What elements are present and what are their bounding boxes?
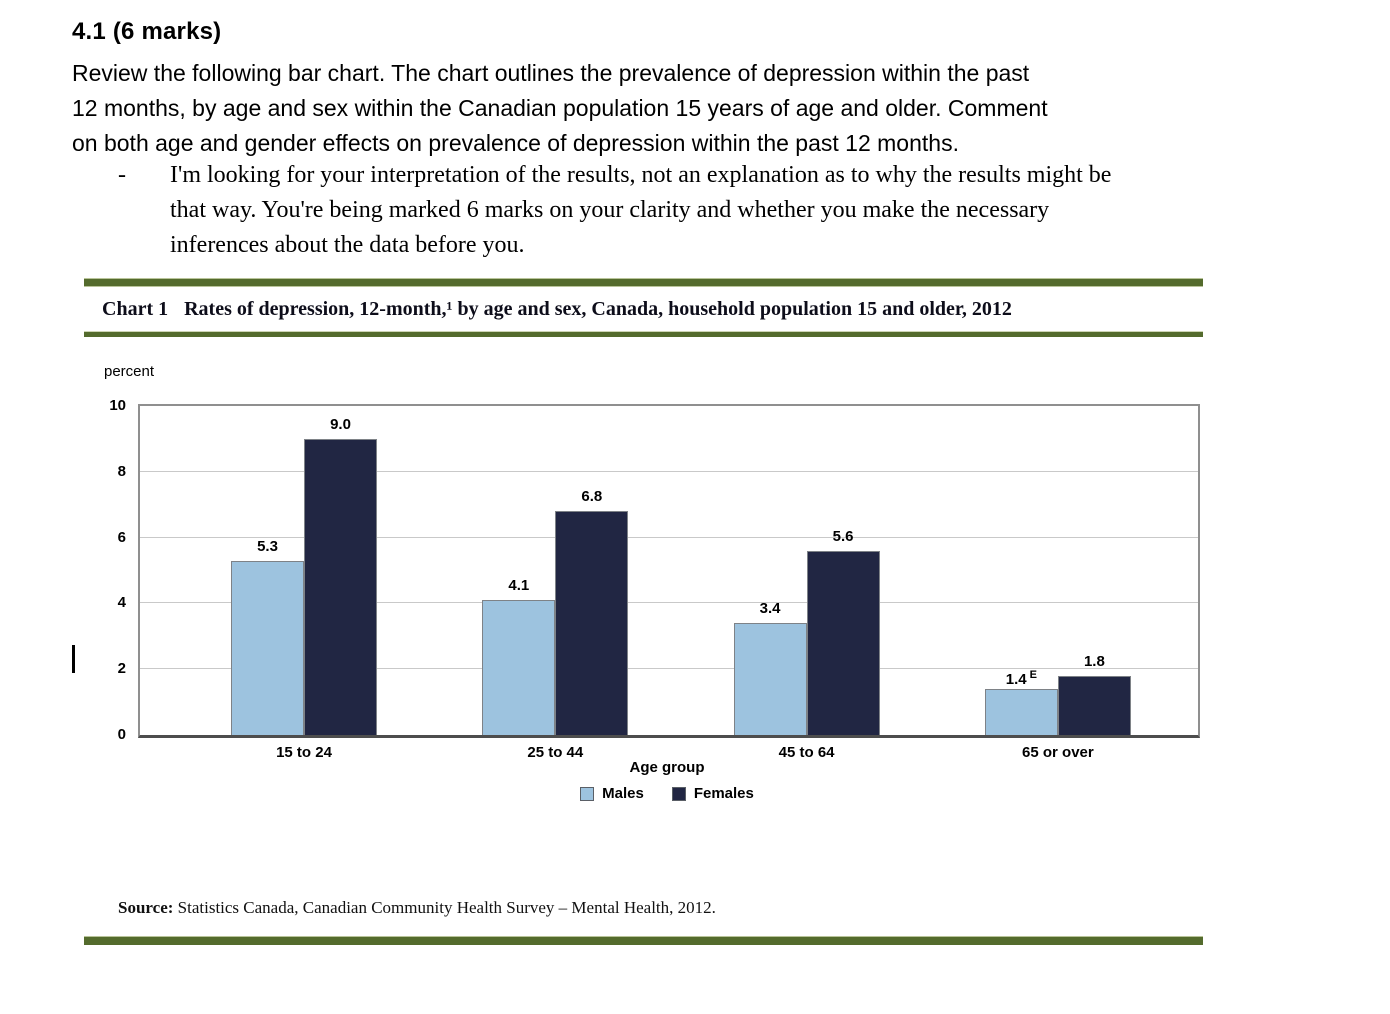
- paragraph-line: Review the following bar chart. The char…: [72, 60, 1030, 86]
- chart-figure: Chart 1 Rates of depression, 12-month,¹ b…: [84, 278, 1203, 945]
- paragraph-line: 12 months, by age and sex within the Can…: [72, 95, 1048, 121]
- source-text: Statistics Canada, Canadian Community He…: [177, 898, 716, 917]
- bullet-marker: -: [118, 162, 126, 188]
- green-rule-top: [84, 278, 1203, 287]
- bar-males-45-to-64: [733, 623, 807, 735]
- bullet-line: that way. You're being marked 6 marks on…: [170, 197, 1050, 223]
- x-axis-label: Age group: [629, 759, 705, 776]
- y-tick-label: 0: [117, 726, 126, 743]
- y-tick-label: 6: [117, 528, 126, 546]
- y-tick-label: 8: [117, 462, 126, 480]
- plot-area: 0 2 4 6 8 10 5.3 9.0 15 to 24 4.1 6.8 25 to 44 3.4 5.…: [109, 397, 1200, 761]
- bullet-line: I'm looking for your interpretation of t…: [170, 162, 1112, 188]
- males-swatch-icon: [580, 786, 595, 801]
- value-label: 9.0: [330, 415, 351, 433]
- chart-title: Chart 1 Rates of depression, 12-month,¹ b…: [102, 298, 1187, 321]
- value-label: 1.4 E: [1005, 668, 1038, 688]
- gridline: [140, 668, 1198, 670]
- x-tick-label: 15 to 24: [276, 744, 332, 761]
- green-rule-bottom: [84, 936, 1203, 945]
- bar-males-65-or-over: [984, 688, 1058, 735]
- value-label: 3.4: [759, 600, 781, 618]
- question-heading: 4.1 (6 marks): [72, 18, 222, 45]
- y-tick-label: 4: [117, 594, 126, 612]
- x-tick-label: 45 to 64: [778, 744, 835, 761]
- value-label: 5.6: [832, 527, 854, 545]
- y-tick-label: 10: [109, 397, 126, 414]
- text-cursor-artifact: [72, 645, 75, 673]
- legend-label-females: Females: [693, 785, 754, 802]
- data-quality-flag: E: [1026, 668, 1038, 681]
- chart-title-prefix: Chart 1: [102, 298, 169, 320]
- chart-legend: Males Females: [138, 785, 1196, 802]
- females-swatch-icon: [671, 786, 686, 801]
- legend-item-males: Males: [580, 785, 644, 802]
- gridline: [140, 602, 1198, 604]
- bullet-note: I'm looking for your interpretation of t…: [170, 158, 1111, 263]
- x-tick-label: 25 to 44: [527, 744, 584, 761]
- chart-title-text: Rates of depression, 12-month,¹ by age a…: [184, 298, 1012, 320]
- gridline: [140, 470, 1198, 472]
- gridline: [140, 536, 1198, 538]
- legend-label-males: Males: [602, 785, 644, 802]
- bar-females-45-to-64: [806, 550, 880, 735]
- value-label: 6.8: [581, 488, 603, 506]
- legend-item-females: Females: [671, 785, 754, 802]
- y-tick-label: 2: [117, 660, 126, 678]
- bar-females-15-to-24: [304, 438, 377, 735]
- paragraph-line: on both age and gender effects on preval…: [72, 130, 959, 156]
- source-label: Source:: [118, 898, 174, 917]
- x-tick-label: 65 or over: [1022, 744, 1094, 761]
- bar-females-65-or-over: [1057, 675, 1131, 735]
- value-label: 5.3: [257, 537, 278, 555]
- value-label: 4.1: [508, 577, 530, 595]
- value-label: 1.8: [1083, 652, 1105, 670]
- bar-males-15-to-24: [231, 560, 304, 735]
- green-rule-under-title: [84, 331, 1203, 337]
- question-paragraph: Review the following bar chart. The char…: [72, 56, 1048, 161]
- bar-females-25-to-44: [555, 511, 629, 735]
- chart-source: Source: Statistics Canada, Canadian Comm…: [118, 898, 1178, 918]
- y-axis-label: percent: [104, 363, 155, 380]
- bar-males-25-to-44: [482, 600, 556, 735]
- bullet-line: inferences about the data before you.: [170, 232, 525, 258]
